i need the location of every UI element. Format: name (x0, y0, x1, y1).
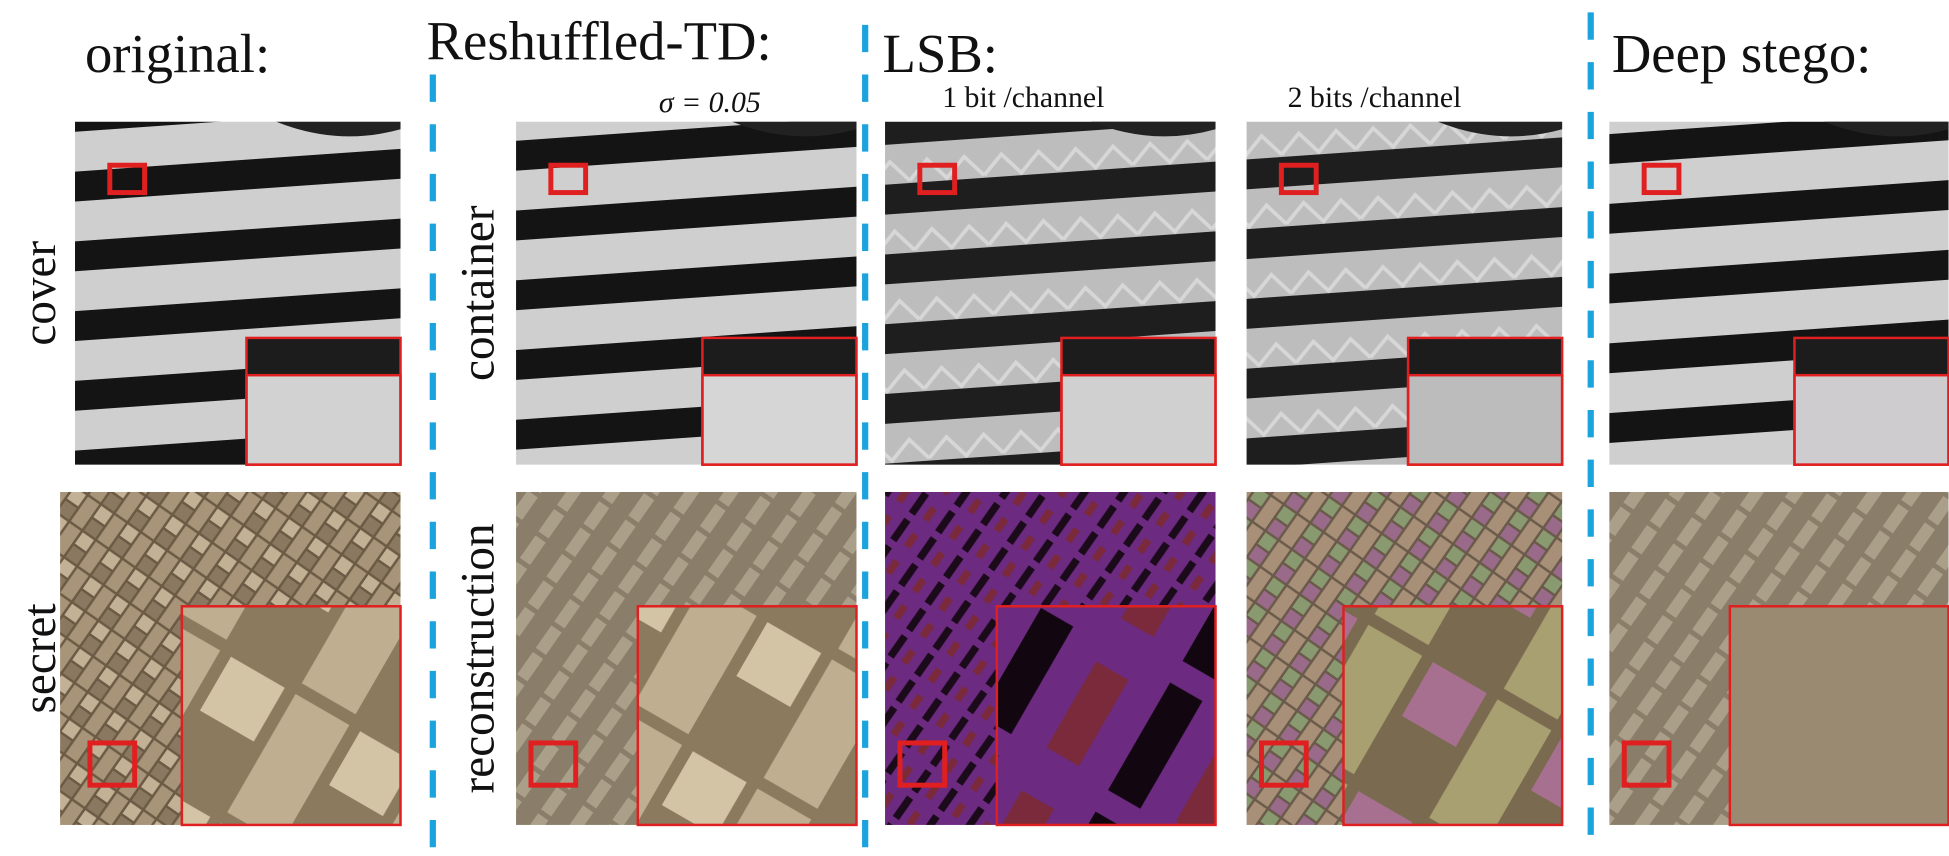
inset-zoom (1730, 606, 1949, 825)
column-subheader: 1 bit /channel (942, 81, 1104, 114)
row-label: cover (14, 241, 66, 346)
inset-upper (1408, 338, 1562, 375)
inset-lower (1408, 375, 1562, 464)
inset-zoom (638, 606, 857, 825)
column-subheader: σ = 0.05 (659, 86, 761, 119)
image-grid (60, 122, 1948, 825)
inset-lower (1794, 375, 1948, 464)
inset-upper (1061, 338, 1215, 375)
inset-lower (702, 375, 856, 464)
inset-zoom (182, 606, 401, 825)
row-label: reconstruction (453, 523, 505, 793)
inset-zoom (997, 606, 1216, 825)
row-label: secret (14, 603, 66, 713)
figure: original: Reshuffled-TD: LSB: Deep stego… (0, 0, 1949, 856)
inset-upper (1794, 338, 1948, 375)
inset-upper (246, 338, 400, 375)
inset-upper (702, 338, 856, 375)
column-header: Deep stego: (1612, 23, 1872, 84)
column-subheader: 2 bits /channel (1288, 81, 1462, 114)
inset-zoom (1343, 606, 1562, 825)
inset-lower (246, 375, 400, 464)
column-header: original: (85, 23, 270, 84)
row-label: container (453, 205, 505, 381)
inset-lower (1061, 375, 1215, 464)
column-header: Reshuffled-TD: (427, 11, 772, 72)
column-header: LSB: (883, 23, 998, 84)
